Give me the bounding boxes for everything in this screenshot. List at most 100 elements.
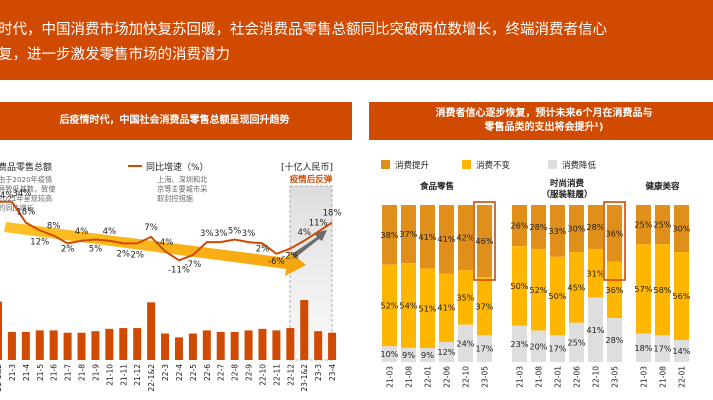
latest-highlight-box <box>603 201 626 281</box>
segment-label: 17% <box>475 344 493 354</box>
x-tick-label: 21-5 <box>36 364 45 381</box>
x-tick-label: 21-6 <box>50 364 59 381</box>
trend-arrow <box>4 222 306 276</box>
total-bar <box>119 328 128 360</box>
segment-label: 25% <box>634 220 652 230</box>
x-tick-label: 21-08 <box>535 366 544 388</box>
segment-label: 17% <box>653 344 671 354</box>
total-bar <box>91 331 100 360</box>
total-bar <box>258 328 267 360</box>
x-tick-label: 22-6 <box>203 364 212 381</box>
yoy-label: 2% <box>117 249 131 259</box>
x-tick-label: 22-3 <box>161 364 170 381</box>
x-tick-label: 21-3 <box>8 364 17 381</box>
yoy-label: 2% <box>130 250 144 260</box>
note-2020-base: 由于2020年疫情 <box>0 175 52 184</box>
stacked-segment <box>420 205 435 269</box>
yoy-label: 2% <box>61 244 75 254</box>
x-tick-label: 23-05 <box>481 366 490 388</box>
x-tick-label: 23-05 <box>611 366 620 388</box>
total-bar <box>49 330 58 360</box>
legend-total-label: 费品零售总额 <box>0 161 52 173</box>
stacked-segment <box>458 205 473 271</box>
x-tick-label: 22-9 <box>245 364 254 381</box>
segment-label: 31% <box>586 268 604 278</box>
stacked-segment <box>382 264 397 347</box>
stacked-segment <box>420 268 435 349</box>
segment-label: 36% <box>605 228 623 238</box>
x-tick-label: 21-8 <box>78 364 87 381</box>
yoy-label: -11% <box>168 265 190 275</box>
x-tick-label: 22-11 <box>272 364 281 386</box>
segment-label: 24% <box>456 338 474 348</box>
x-tick-label: 23-3 <box>314 364 323 381</box>
total-bar <box>216 331 225 360</box>
stacked-segment <box>655 335 670 362</box>
total-bar <box>0 301 2 360</box>
segment-label: 9% <box>421 350 434 360</box>
x-tick-label: 21-08 <box>405 366 414 388</box>
right-panel-title: 消费者信心逐步恢复，预计未来6个月在消费品与 零售品类的支出将会提升¹) <box>369 102 713 140</box>
stacked-segment <box>401 263 416 348</box>
x-tick-label: 23-1&2 <box>300 364 309 392</box>
group-name: 健康美容 <box>645 181 680 192</box>
banner-line-2: 复，进一步激发零售市场的消费潜力 <box>0 47 230 63</box>
x-tick-label: 22-01 <box>424 366 433 388</box>
segment-label: 36% <box>605 285 623 295</box>
legend-label: 消费不变 <box>476 160 511 171</box>
segment-label: 25% <box>653 220 671 230</box>
stacked-segment <box>439 341 454 362</box>
stacked-segment <box>607 261 622 319</box>
segment-label: 58% <box>653 285 671 295</box>
yoy-label: 3% <box>214 229 228 239</box>
x-tick-label: 21-11 <box>119 364 128 386</box>
legend-swatch <box>548 160 557 169</box>
stacked-segment <box>458 324 473 362</box>
segment-label: 57% <box>634 284 652 294</box>
note-lockdown: 上海、深圳和北 <box>157 175 207 184</box>
total-bar <box>7 331 16 360</box>
stacked-segment <box>439 273 454 342</box>
x-tick-label: 21-4 <box>22 364 31 381</box>
rebound-highlight <box>290 186 332 360</box>
segment-label: 20% <box>529 341 547 351</box>
total-bar <box>188 333 197 360</box>
x-tick-label: 21-03 <box>386 366 395 388</box>
segment-label: 52% <box>529 285 547 295</box>
x-tick-label: 22-12 <box>286 364 295 386</box>
total-bar <box>147 302 156 360</box>
total-bar <box>230 331 239 360</box>
segment-label: 41% <box>586 325 604 335</box>
segment-label: 17% <box>548 344 566 354</box>
latest-highlight-box <box>473 201 496 281</box>
x-tick-label: 21-08 <box>659 366 668 388</box>
total-bar <box>286 328 295 360</box>
stacked-segment <box>512 205 527 247</box>
total-bar <box>244 330 253 360</box>
yoy-label: 2% <box>256 244 270 254</box>
yoy-label: 34% <box>12 189 31 199</box>
right-panel-title-line-1: 消费者信心逐步恢复，预计未来6个月在消费品与 <box>435 108 653 119</box>
segment-label: 42% <box>456 233 474 243</box>
x-tick-label: 22-4 <box>175 364 184 381</box>
stacked-segment <box>588 248 603 298</box>
stacked-segment <box>420 348 435 362</box>
segment-label: 28% <box>586 222 604 232</box>
segment-label: 45% <box>567 282 585 292</box>
segment-label: 37% <box>475 301 493 311</box>
x-tick-label: 22-10 <box>259 364 268 386</box>
x-tick-label: 22-1&2 <box>147 364 156 392</box>
yoy-label: 7% <box>144 223 158 233</box>
segment-label: 51% <box>418 303 436 313</box>
stacked-segment <box>458 270 473 325</box>
yoy-label: 4% <box>297 228 311 238</box>
yoy-label: 18% <box>323 209 342 219</box>
yoy-label: -6% <box>268 257 285 267</box>
stacked-segment <box>382 205 397 265</box>
yoy-label: -4% <box>157 238 174 248</box>
total-bar <box>314 331 323 360</box>
segment-label: 56% <box>672 291 690 301</box>
segment-label: 28% <box>529 222 547 232</box>
legend-label: 消费降低 <box>562 160 597 171</box>
stacked-segment <box>655 205 670 245</box>
